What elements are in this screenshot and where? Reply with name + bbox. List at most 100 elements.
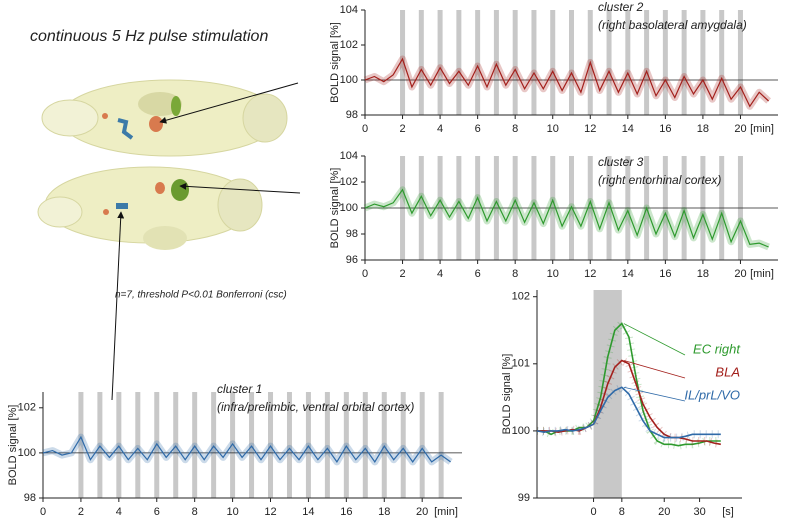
y-tick-label: 100 — [340, 74, 358, 86]
legend-label: BLA — [715, 364, 740, 379]
signal-line — [42, 435, 451, 464]
x-axis-unit: [s] — [722, 506, 734, 518]
x-tick-label: 0 — [40, 506, 46, 518]
x-tick-label: 8 — [192, 506, 198, 518]
cluster-title: cluster 1 — [217, 382, 262, 396]
x-tick-label: 2 — [78, 506, 84, 518]
x-axis-unit: [min] — [750, 268, 774, 280]
stimulus-bar — [249, 392, 255, 498]
error-band — [42, 433, 453, 466]
cluster-title: cluster 3 — [598, 155, 644, 169]
brain-top — [41, 79, 288, 157]
stimulus-bar — [400, 10, 406, 115]
stimulus-bar — [97, 392, 103, 498]
stimulus-bar — [305, 392, 311, 498]
x-tick-label: 20 — [416, 506, 428, 518]
stimulus-bar — [737, 10, 743, 115]
y-tick-label: 104 — [340, 150, 358, 162]
stimulus-bar — [719, 10, 725, 115]
stimulus-bar — [438, 392, 444, 498]
y-tick-label: 102 — [18, 402, 36, 414]
stimulus-bar — [700, 10, 706, 115]
y-tick-label: 99 — [518, 492, 530, 504]
x-tick-label: 4 — [437, 268, 443, 280]
y-axis-label: BOLD signal [%] — [329, 22, 341, 103]
y-tick-label: 101 — [512, 358, 530, 370]
x-tick-label: 14 — [302, 506, 314, 518]
x-tick-label: 0 — [590, 506, 596, 518]
cluster-title: cluster 2 — [598, 0, 644, 14]
arrow — [111, 211, 125, 401]
stimulus-bar — [230, 392, 236, 498]
x-tick-label: 10 — [226, 506, 238, 518]
x-tick-label: 12 — [584, 268, 596, 280]
stimulus-bar — [606, 10, 612, 115]
y-axis-label: BOLD signal [%] — [501, 354, 513, 435]
x-tick-label: 14 — [622, 268, 634, 280]
y-tick-label: 100 — [512, 425, 530, 437]
y-tick-label: 102 — [340, 39, 358, 51]
stimulus-bar — [286, 392, 292, 498]
legend-connector — [623, 323, 686, 356]
stimulus-bar — [625, 10, 631, 115]
stimulus-bar — [173, 392, 179, 498]
x-tick-label: 14 — [622, 123, 634, 135]
x-tick-label: 2 — [399, 268, 405, 280]
x-tick-label: 10 — [547, 268, 559, 280]
stimulus-bar — [78, 392, 84, 498]
stimulus-bar — [211, 392, 217, 498]
y-tick-label: 100 — [340, 202, 358, 214]
legend-label: IL/prL/VO — [684, 387, 740, 402]
stimulus-bar — [192, 392, 198, 498]
stimulus-bar — [419, 392, 425, 498]
stimulus-bar — [400, 392, 406, 498]
x-tick-label: 6 — [475, 123, 481, 135]
y-tick-label: 104 — [340, 4, 358, 16]
y-tick-label: 98 — [24, 492, 36, 504]
stimulus-bar — [324, 392, 330, 498]
x-tick-label: 2 — [399, 123, 405, 135]
brain-bottom — [37, 166, 263, 250]
stimulus-bar — [493, 10, 499, 115]
stimulus-bar — [681, 10, 687, 115]
stimulus-bar — [362, 392, 368, 498]
x-tick-label: 12 — [584, 123, 596, 135]
cluster-subtitle: (right entorhinal cortex) — [598, 173, 721, 187]
y-tick-label: 100 — [18, 447, 36, 459]
arrow — [159, 82, 299, 124]
y-axis-label: BOLD signal [%] — [7, 405, 19, 486]
legend-connector — [623, 360, 686, 379]
y-tick-label: 98 — [346, 109, 358, 121]
stimulus-bar — [569, 10, 574, 115]
x-tick-label: 4 — [437, 123, 443, 135]
y-tick-label: 102 — [512, 291, 530, 303]
error-band — [363, 186, 770, 251]
y-axis-label: BOLD signal [%] — [329, 168, 341, 249]
stimulus-bar — [116, 392, 122, 498]
x-tick-label: 16 — [340, 506, 352, 518]
x-tick-label: 0 — [362, 268, 368, 280]
stimulus-bar — [531, 10, 537, 115]
x-tick-label: 20 — [658, 506, 670, 518]
stimulus-bar — [644, 10, 650, 115]
x-tick-label: 4 — [116, 506, 122, 518]
x-tick-label: 20 — [734, 123, 746, 135]
stimulus-bar — [268, 392, 274, 498]
x-tick-label: 16 — [659, 123, 671, 135]
x-tick-label: 20 — [734, 268, 746, 280]
stimulus-bar — [662, 10, 668, 115]
stimulus-bar — [475, 10, 481, 115]
stimulus-bar — [456, 10, 462, 115]
stimulus-window — [593, 290, 622, 498]
x-tick-label: 8 — [512, 268, 518, 280]
x-tick-label: 18 — [697, 123, 709, 135]
x-tick-label: 6 — [154, 506, 160, 518]
legend-connector — [623, 386, 686, 402]
cluster-subtitle: (infra/prelimbic, ventral orbital cortex… — [217, 400, 414, 414]
x-tick-label: 0 — [362, 123, 368, 135]
figure-title: continuous 5 Hz pulse stimulation — [30, 28, 268, 45]
x-axis-unit: [min] — [750, 123, 774, 135]
signal-line — [364, 57, 770, 108]
legend-label: EC right — [693, 341, 741, 356]
